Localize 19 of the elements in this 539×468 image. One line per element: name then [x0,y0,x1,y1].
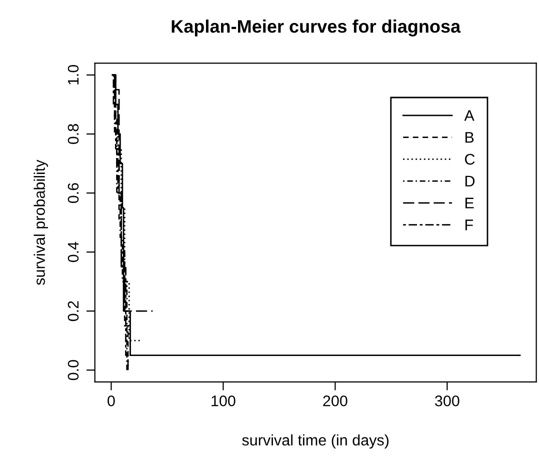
legend-label: B [465,132,474,143]
y-tick-label: 0.0 [68,360,79,380]
y-tick-label: 0.6 [68,183,79,204]
y-tick-label: 0.8 [68,124,79,144]
y-tick-label: 1.0 [68,64,79,84]
legend-label: E [465,198,474,208]
y-axis-title: survival probability [34,160,48,285]
legend-label: C [465,154,475,165]
x-tick-label: 300 [435,395,460,406]
chart-title: Kaplan-Meier curves for diagnosa [172,20,461,36]
legend-label: F [465,220,473,230]
legend-label: A [464,110,474,121]
y-tick-label: 0.4 [68,242,79,262]
x-axis-title: survival time (in days) [242,434,388,449]
x-tick-label: 100 [212,395,236,406]
x-tick-label: 200 [323,395,348,406]
legend-label: D [465,176,475,186]
y-tick-label: 0.2 [68,301,79,322]
x-tick-label: 0 [108,395,115,406]
